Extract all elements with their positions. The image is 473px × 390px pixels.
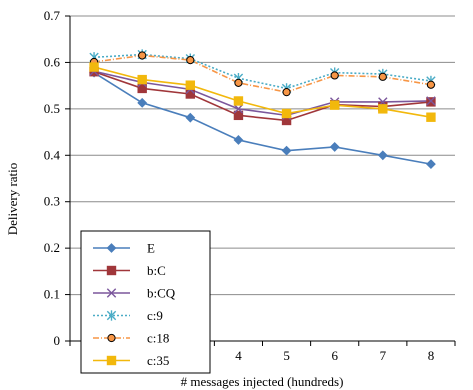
legend-label-c-9: c:9 [147,308,163,323]
x-tick-label: 7 [380,348,387,363]
data-point-c-35 [426,112,436,122]
x-tick-label: 6 [331,348,338,363]
series-lines [93,53,432,165]
series-line-c-35 [93,66,432,119]
legend-label-c-35: c:35 [147,353,169,368]
y-tick-label: 0.2 [44,240,60,255]
data-point-c-35 [281,108,292,119]
x-tick-label: 4 [235,348,242,363]
x-axis-label: # messages injected (hundreds) [181,374,344,389]
legend-marker-e [106,243,117,253]
series-line-e [93,71,432,165]
y-tick-label: 0 [54,333,61,348]
data-point-c-18 [186,56,195,65]
x-tick-label: 5 [283,348,290,363]
legend-marker-c-9 [106,310,117,321]
data-point-c-35 [233,96,244,106]
series-line-b-c [93,70,432,122]
y-tick-labels: 0 0.1 0.2 0.3 0.4 0.5 0.6 0.7 [44,8,61,348]
data-point-e [281,145,292,156]
data-point-c-35 [378,104,388,114]
data-point-b-c [233,110,244,121]
data-point-c-18 [234,78,243,87]
data-point-c-35 [137,74,147,85]
series-line-c-18 [93,54,432,93]
legend-label-b-cq: b:CQ [147,286,176,301]
data-point-c-18 [282,88,291,97]
x-tick-label: 8 [428,348,435,363]
data-point-c-35 [329,100,340,110]
data-point-c-18 [378,72,387,81]
series-markers [89,49,436,170]
legend-label-b-c: b:C [147,263,166,278]
legend-label-c-18: c:18 [147,331,169,346]
data-point-e [233,135,244,145]
legend-box [80,230,211,374]
y-tick-label: 0.4 [44,147,61,162]
legend-marker-b-c [106,265,117,276]
y-axis-label: Delivery ratio [5,163,20,236]
data-point-b-cq [233,104,244,114]
data-point-e [185,112,196,123]
y-tick-label: 0.3 [44,194,60,209]
data-point-e [137,97,148,108]
series-line-c-9 [94,53,432,90]
data-point-c-35 [185,80,196,90]
legend-label-e: E [147,241,155,256]
data-point-c-18 [330,71,339,80]
series-line-b-cq [93,70,431,117]
y-tick-label: 0.5 [44,101,60,116]
data-point-c-18 [426,80,436,89]
data-point-e [377,150,388,161]
legend-marker-b-cq [106,288,117,298]
y-tick-label: 0.7 [44,8,61,23]
legend: Eb:C b:CQ c:9 c:18 c:35 [80,230,211,374]
data-point-b-c [185,89,196,99]
y-tick-label: 0.6 [44,54,61,69]
data-point-c-18 [138,51,147,60]
legend-marker-c-18 [107,333,116,343]
data-point-c-35 [89,62,99,72]
y-tick-label: 0.1 [44,287,60,302]
data-point-b-cq [426,96,436,106]
data-point-e [426,159,436,170]
legend-marker-c-35 [106,355,117,366]
data-point-e [329,142,340,152]
